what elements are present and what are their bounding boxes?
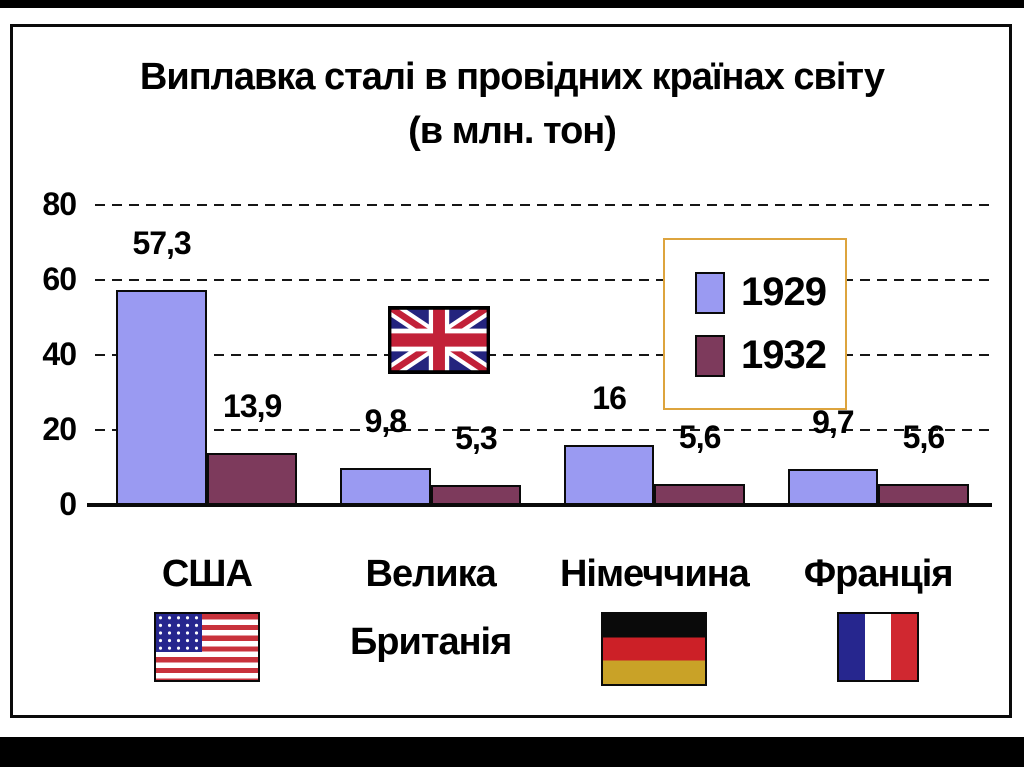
slide: Виплавка сталі в провідних країнах світу… xyxy=(0,8,1024,737)
value-label-1932-США: 13,9 xyxy=(223,387,282,424)
value-label-1929-Німеччина: 16 xyxy=(592,380,627,416)
bar-1929-Франція xyxy=(787,468,879,505)
legend-swatch-1929 xyxy=(695,271,725,314)
category-germany: Німеччина xyxy=(543,552,767,686)
usa-flag-canton xyxy=(155,614,202,652)
legend-label-1929: 1929 xyxy=(741,270,827,314)
legend-swatch-1932 xyxy=(695,334,725,377)
value-label-1929-Велика-Британія: 9,8 xyxy=(364,403,407,440)
category-usa: США xyxy=(95,552,319,686)
category-row: США Велика Британія Німеччина Франція xyxy=(95,552,990,686)
value-label-1932-Велика-Британія: 5,3 xyxy=(455,420,497,457)
value-label-1929-Франція: 9,7 xyxy=(812,403,854,440)
bar-1932-США xyxy=(206,452,298,505)
legend-item-1932: 1932 xyxy=(695,333,845,378)
category-label-usa: США xyxy=(161,553,253,595)
category-label-germany: Німеччина xyxy=(559,553,750,595)
bar-1929-Велика-Британія xyxy=(340,468,431,505)
slide-border-frame xyxy=(10,24,1012,718)
category-label-great-britain-line1: Велика xyxy=(365,553,497,595)
category-label-great-britain-line2: Британія xyxy=(349,621,512,663)
value-label-1932-Франція: 5,6 xyxy=(902,419,945,455)
bottom-black-strip xyxy=(0,737,1024,767)
value-label-1929-США: 57,3 xyxy=(132,225,191,262)
gridline-20 xyxy=(95,429,990,431)
category-great-britain: Велика Британія xyxy=(319,552,543,686)
chart-title-line1: Виплавка сталі в провідних країнах світу xyxy=(139,56,885,98)
y-tick-label-60: 60 xyxy=(42,260,77,297)
gridline-40 xyxy=(95,354,990,356)
value-label-1932-Німеччина: 5,6 xyxy=(678,419,721,455)
germany-flag-icon xyxy=(601,612,708,686)
gridline-80 xyxy=(95,204,990,206)
legend: 1929 1932 xyxy=(663,238,847,410)
uk-flag-icon xyxy=(384,299,494,381)
top-black-strip xyxy=(0,0,1024,8)
y-tick-label-80: 80 xyxy=(42,185,77,222)
y-tick-label-20: 20 xyxy=(42,410,77,447)
bar-1929-США xyxy=(116,290,207,505)
x-axis-line xyxy=(87,503,992,507)
bar-1932-Франція xyxy=(878,484,969,505)
y-axis: 0 20 40 60 80 xyxy=(0,186,84,522)
y-tick-label-40: 40 xyxy=(42,335,77,372)
plot-area: 57,3 9,8 16 9,7 13,9 5,3 5,6 5,6 xyxy=(87,204,992,507)
gridline-60 xyxy=(95,279,990,281)
y-tick-label-0: 0 xyxy=(59,485,77,522)
category-label-france: Франція xyxy=(803,553,954,595)
legend-item-1929: 1929 xyxy=(695,270,845,315)
chart-title: Виплавка сталі в провідних країнах світу… xyxy=(0,50,1024,158)
bar-1932-Німеччина xyxy=(654,484,745,505)
chart-title-line2: (в млн. тон) xyxy=(408,110,617,152)
france-flag-icon xyxy=(837,612,920,682)
category-france: Франція xyxy=(766,552,990,686)
usa-flag-icon xyxy=(153,612,260,682)
legend-label-1932: 1932 xyxy=(741,333,827,377)
